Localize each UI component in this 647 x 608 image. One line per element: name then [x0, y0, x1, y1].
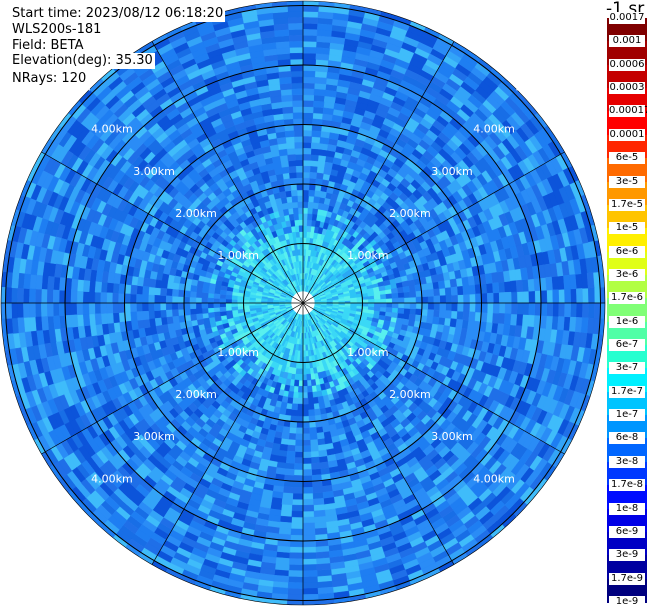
colorbar-tick-label: 1e-8 [609, 502, 645, 515]
colorbar-tick-label: 3e-7 [609, 362, 645, 375]
azimuth-spoke [302, 302, 455, 565]
ring-label: 5.00km [49, 514, 91, 527]
colorbar-tick-label: 3e-5 [609, 175, 645, 188]
colorbar-tick-label: 0.001 [609, 35, 645, 48]
ring-label: 3.00km [431, 430, 473, 443]
azimuth-spoke [41, 151, 304, 304]
ring-label: 3.00km [133, 165, 175, 178]
colorbar-tick-label: 1.7e-9 [609, 572, 645, 585]
colorbar-tick-label: 1e-7 [609, 409, 645, 422]
ring-label: 3.00km [133, 430, 175, 443]
colorbar-tick-label: 0.0006 [609, 58, 645, 71]
ring-label: 2.00km [175, 388, 217, 401]
colorbar-tick-label: 6e-7 [609, 339, 645, 352]
ring-label: 3.00km [431, 165, 473, 178]
ring-label: 2.00km [389, 388, 431, 401]
start-time-label: Start time: 2023/08/12 06:18:20 [12, 6, 226, 22]
elevation-label: Elevation(deg): 35.30 [12, 53, 155, 69]
ring-label: 5.00km [515, 514, 557, 527]
field-label: Field: BETA [12, 38, 86, 54]
azimuth-spoke [151, 41, 304, 304]
cell-group [1, 1, 605, 605]
colorbar-tick-label: 0.00017 [609, 105, 647, 118]
colorbar-tick-label: 1.7e-7 [609, 385, 645, 398]
ring-label: 2.00km [175, 207, 217, 220]
azimuth-spokes [1, 1, 605, 605]
ring-label: 4.00km [91, 472, 133, 485]
azimuth-spoke [151, 302, 304, 565]
colorbar-tick-label: 6e-8 [609, 432, 645, 445]
ring-label: 5.00km [515, 81, 557, 94]
ring-label: 4.00km [91, 123, 133, 136]
ring-label: 4.00km [473, 472, 515, 485]
colorbar-tick-label: 0.0003 [609, 82, 645, 95]
ring-label: 2.00km [389, 207, 431, 220]
colorbar-tick-label: 6e-6 [609, 245, 645, 258]
instrument-label: WLS200s-181 [12, 22, 104, 38]
azimuth-spoke [41, 302, 304, 455]
azimuth-spoke [302, 151, 565, 304]
ring-label: 1.00km [217, 346, 259, 359]
colorbar-tick-label: 3e-6 [609, 268, 645, 281]
ring-label: 1.00km [347, 249, 389, 262]
azimuth-spoke [302, 41, 455, 304]
colorbar-tick-label: 1e-5 [609, 222, 645, 235]
colorbar-tick-label: 3e-8 [609, 455, 645, 468]
colorbar-tick-label: 6e-5 [609, 152, 645, 165]
colorbar-tick-label: 1.7e-8 [609, 479, 645, 492]
ring-label: 4.00km [473, 123, 515, 136]
ring-label: 1.00km [217, 249, 259, 262]
colorbar-tick-label: 0.0001 [609, 128, 645, 141]
ring-label: 1.00km [347, 346, 389, 359]
colorbar-tick-label: 1e-9 [609, 596, 645, 608]
colorbar-tick-label: 1.7e-5 [609, 198, 645, 211]
colorbar-tick-label: 3e-9 [609, 549, 645, 562]
colorbar-tick-label: 1e-6 [609, 315, 645, 328]
colorbar-tick-label: 0.0017 [609, 12, 645, 24]
colorbar-tick-label: 1.7e-6 [609, 292, 645, 305]
colorbar-tick-label: 6e-9 [609, 525, 645, 538]
nrays-label: NRays: 120 [12, 71, 89, 87]
azimuth-spoke [302, 302, 565, 455]
